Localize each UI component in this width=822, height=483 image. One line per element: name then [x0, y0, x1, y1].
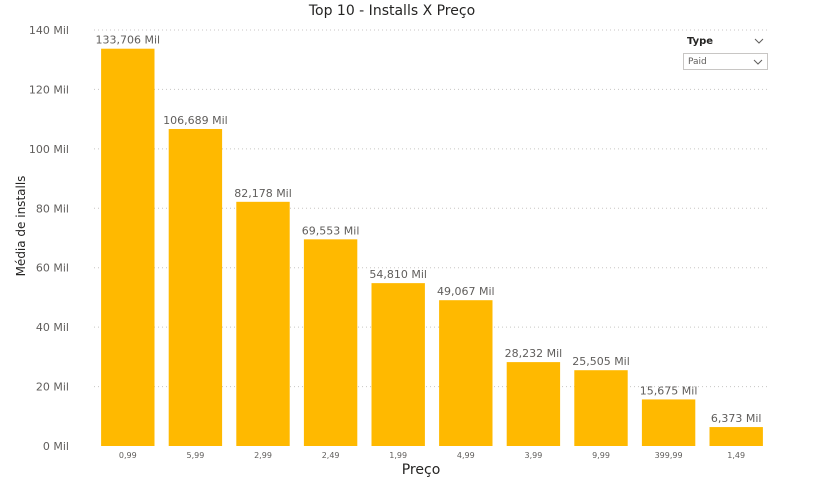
x-tick-label: 3,99 — [524, 451, 542, 460]
data-label: 49,067 Mil — [437, 285, 495, 298]
bar — [641, 399, 696, 446]
y-tick-label: 60 Mil — [36, 262, 69, 275]
x-axis-title: Preço — [401, 462, 441, 478]
bar — [236, 201, 290, 446]
x-tick-label: 2,99 — [254, 451, 272, 460]
x-tick-label: 0,99 — [119, 451, 137, 460]
slicer-header[interactable]: Type — [683, 31, 768, 51]
bar — [371, 283, 425, 446]
x-tick-label: 4,99 — [457, 451, 475, 460]
bar — [101, 48, 155, 446]
data-label: 106,689 Mil — [163, 114, 228, 127]
y-tick-label: 80 Mil — [36, 202, 69, 215]
data-label: 28,232 Mil — [505, 347, 563, 360]
bar — [439, 300, 493, 446]
chart-title: Top 10 - Installs X Preço — [308, 3, 476, 19]
x-tick-label: 399,99 — [655, 451, 683, 460]
y-tick-label: 100 Mil — [29, 143, 69, 156]
slicer-dropdown[interactable]: Paid — [683, 53, 768, 70]
x-tick-label: 1,49 — [727, 451, 745, 460]
slicer-selected-value: Paid — [688, 56, 707, 67]
data-label: 6,373 Mil — [711, 412, 762, 425]
data-label: 133,706 Mil — [96, 34, 161, 47]
x-tick-label: 2,49 — [322, 451, 340, 460]
slicer-title: Type — [687, 35, 714, 47]
chevron-down-icon[interactable] — [754, 37, 764, 45]
y-tick-label: 0 Mil — [43, 440, 69, 453]
y-tick-label: 140 Mil — [29, 24, 69, 37]
bar — [709, 427, 763, 446]
y-tick-label: 40 Mil — [36, 321, 69, 334]
data-label: 25,505 Mil — [572, 355, 630, 368]
y-tick-label: 120 Mil — [29, 83, 69, 96]
chevron-down-icon[interactable] — [753, 58, 763, 66]
bar — [303, 239, 358, 446]
data-label: 69,553 Mil — [302, 224, 360, 237]
data-label: 15,675 Mil — [640, 384, 698, 397]
data-label: 82,178 Mil — [234, 187, 292, 200]
x-tick-label: 9,99 — [592, 451, 610, 460]
bar — [506, 362, 561, 446]
bar — [574, 370, 628, 446]
x-tick-label: 1,99 — [389, 451, 407, 460]
bar — [168, 128, 223, 446]
x-tick-label: 5,99 — [186, 451, 204, 460]
data-label: 54,810 Mil — [369, 268, 427, 281]
y-tick-label: 20 Mil — [36, 381, 69, 394]
type-slicer[interactable]: Type Paid — [683, 31, 768, 70]
